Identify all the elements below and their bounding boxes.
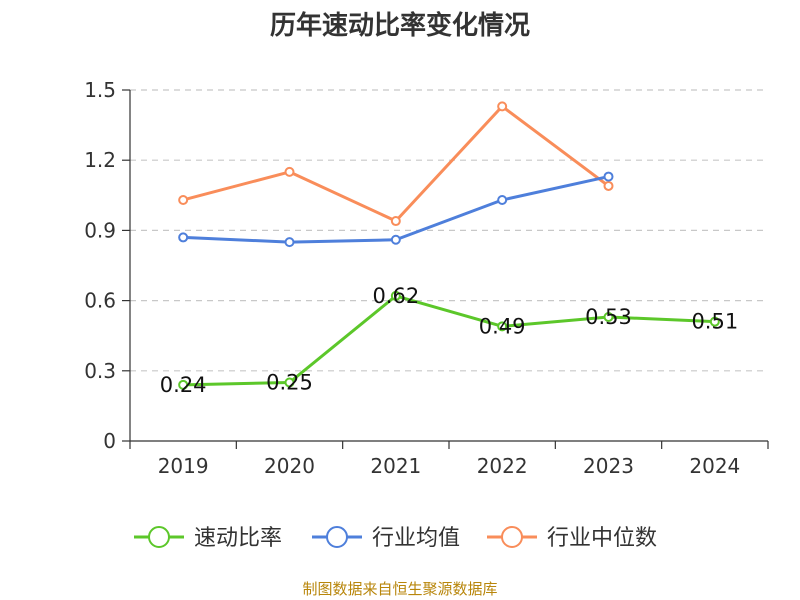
data-labels: 0.24 0.25 0.62 0.49 0.53 0.51 — [160, 284, 738, 397]
data-label: 0.24 — [160, 373, 207, 397]
y-tick-label: 1.5 — [84, 78, 116, 102]
series-point-2 — [603, 171, 614, 182]
series-line-1 — [183, 294, 715, 387]
x-tick-label: 2023 — [583, 454, 634, 478]
x-tick-label: 2022 — [477, 454, 528, 478]
series-point-3 — [284, 166, 295, 177]
series-point-1 — [709, 316, 720, 327]
series-point-1 — [178, 379, 189, 390]
y-tick-label: 1.2 — [84, 148, 116, 172]
series-point-1 — [390, 290, 401, 301]
series-layer — [178, 101, 720, 390]
series-point-2 — [497, 194, 508, 205]
series-point-2 — [284, 237, 295, 248]
series-point-3 — [497, 101, 508, 112]
legend-label: 行业均值 — [372, 526, 460, 551]
legend-item[interactable]: 行业中位数 — [487, 526, 657, 551]
y-tick-label: 0.6 — [84, 289, 116, 313]
grid-lines — [130, 89, 768, 372]
legend-label: 行业中位数 — [547, 526, 657, 551]
data-label: 0.51 — [691, 310, 738, 334]
series-line-3 — [182, 104, 610, 223]
series-point-1 — [603, 311, 614, 322]
series-point-1 — [284, 377, 295, 388]
legend-label: 速动比率 — [194, 526, 282, 551]
x-tick-label: 2021 — [370, 454, 421, 478]
series-line-2 — [183, 175, 609, 244]
data-label: 0.49 — [479, 314, 526, 338]
x-tick-label: 2019 — [158, 454, 209, 478]
chart-title: 历年速动比率变化情况 — [270, 10, 530, 41]
series-point-3 — [603, 180, 614, 191]
legend-item[interactable]: 行业均值 — [312, 526, 460, 551]
data-label: 0.62 — [372, 284, 419, 308]
legend-marker — [501, 526, 523, 548]
series-point-2 — [178, 232, 189, 243]
series-point-2 — [390, 234, 401, 245]
x-tick-label: 2024 — [689, 454, 740, 478]
series-point-1 — [497, 321, 508, 332]
x-tick-label: 2020 — [264, 454, 315, 478]
data-label: 0.53 — [585, 305, 632, 329]
y-tick-label: 0.3 — [84, 359, 116, 383]
data-label: 0.25 — [266, 371, 313, 395]
y-tick-label: 0 — [103, 429, 116, 453]
legend-marker — [148, 526, 170, 548]
legend-marker — [326, 526, 348, 548]
legend[interactable]: 速动比率 行业均值 行业中位数 — [134, 526, 657, 551]
legend-item[interactable]: 速动比率 — [134, 526, 282, 551]
source-footer: 制图数据来自恒生聚源数据库 — [302, 580, 498, 598]
series-point-3 — [390, 216, 401, 227]
axes: 0 0.3 0.6 0.9 1.2 1.5 2019 2020 2021 2022 2023 2024 — [84, 78, 769, 478]
y-tick-label: 0.9 — [84, 218, 116, 242]
series-point-3 — [178, 194, 189, 205]
